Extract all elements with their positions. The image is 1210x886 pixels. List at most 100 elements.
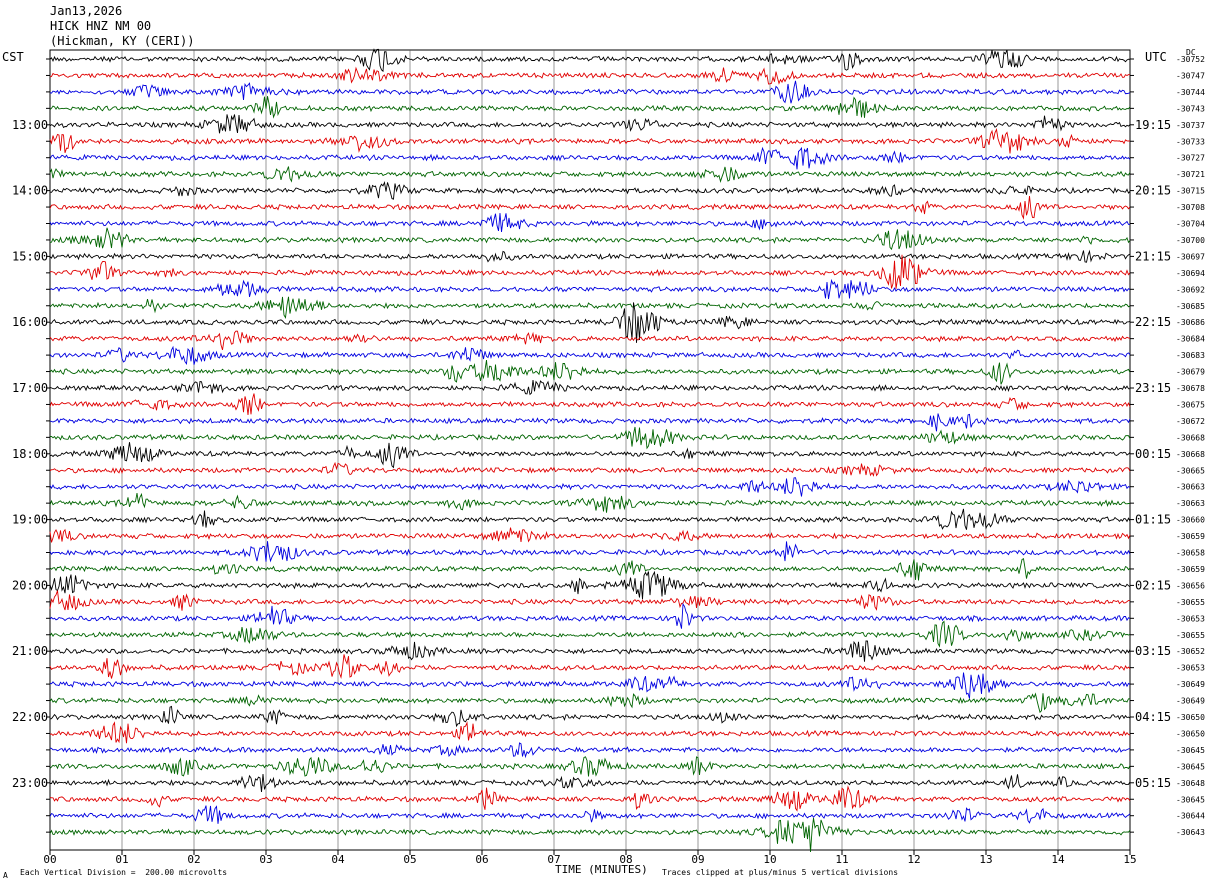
left-hour-label: 18:00 — [12, 447, 48, 461]
dc-offset-label: -30649 — [1176, 697, 1205, 706]
right-hour-label: 22:15 — [1135, 315, 1171, 329]
seismic-trace — [49, 602, 1131, 629]
seismic-trace — [49, 442, 1131, 469]
x-tick-label: 08 — [619, 853, 632, 866]
right-hour-label: 20:15 — [1135, 184, 1171, 198]
right-hour-label: 04:15 — [1135, 710, 1171, 724]
seismic-trace — [49, 742, 1131, 759]
dc-offset-label: -30656 — [1176, 581, 1205, 590]
seismic-trace — [49, 785, 1131, 812]
x-tick-label: 14 — [1051, 853, 1065, 866]
seismic-trace — [49, 492, 1130, 513]
seismic-trace — [49, 393, 1131, 415]
left-hour-label: 17:00 — [12, 381, 48, 395]
dc-offset-label: -30653 — [1176, 664, 1205, 673]
dc-offset-label: -30668 — [1176, 450, 1205, 459]
left-hour-label: 13:00 — [12, 118, 48, 132]
dc-offset-label: -30675 — [1176, 400, 1205, 409]
clip-note: Traces clipped at plus/minus 5 vertical … — [662, 868, 899, 877]
seismic-trace — [49, 413, 1131, 432]
seismic-trace — [49, 570, 1131, 600]
seismic-trace — [49, 330, 1131, 351]
dc-offset-label: -30663 — [1176, 499, 1205, 508]
right-hour-label: 01:15 — [1135, 513, 1171, 527]
dc-offset-label: -30660 — [1176, 516, 1205, 525]
seismic-trace — [49, 96, 1131, 119]
x-tick-label: 06 — [475, 853, 488, 866]
seismic-trace — [49, 640, 1131, 662]
seismic-trace — [49, 48, 1131, 73]
dc-offset-label: -30659 — [1176, 532, 1205, 541]
right-hour-label: 23:15 — [1135, 381, 1171, 395]
seismic-trace — [49, 477, 1131, 497]
date-label: Jan13,2026 — [50, 4, 123, 18]
seismic-trace — [49, 166, 1131, 184]
seismic-trace — [49, 508, 1131, 530]
right-hour-label: 03:15 — [1135, 644, 1171, 658]
seismic-trace — [49, 213, 1131, 233]
location-label: (Hickman, KY (CERI)) — [50, 34, 195, 48]
dc-offset-label: -30684 — [1176, 335, 1205, 344]
dc-offset-label: -30752 — [1176, 55, 1205, 64]
x-tick-label: 01 — [115, 853, 128, 866]
seismic-trace — [49, 805, 1131, 824]
seismic-trace — [49, 380, 1131, 396]
seismic-trace — [49, 127, 1131, 154]
dc-offset-label: -30658 — [1176, 549, 1205, 558]
right-hour-label: 00:15 — [1135, 447, 1171, 461]
dc-offset-label: -30653 — [1176, 614, 1205, 623]
seismic-trace — [49, 818, 1131, 853]
left-hour-label: 23:00 — [12, 776, 48, 790]
dc-offset-label: -30743 — [1176, 104, 1205, 113]
right-hour-label: 05:15 — [1135, 776, 1171, 790]
x-tick-label: 05 — [403, 853, 416, 866]
x-axis-label: TIME (MINUTES) — [555, 863, 648, 876]
seismic-trace — [49, 756, 1131, 777]
dc-offset-label: -30697 — [1176, 252, 1205, 261]
x-tick-label: 07 — [547, 853, 560, 866]
dc-offset-label: -30668 — [1176, 433, 1205, 442]
x-tick-label: 11 — [835, 853, 848, 866]
dc-offset-label: -30652 — [1176, 647, 1205, 656]
seismic-trace — [49, 80, 1131, 104]
dc-offset-label: -30644 — [1176, 812, 1205, 821]
dc-offset-label: -30744 — [1176, 88, 1205, 97]
dc-offset-label: -30645 — [1176, 762, 1205, 771]
dc-offset-label: -30645 — [1176, 795, 1205, 804]
left-hour-label: 22:00 — [12, 710, 48, 724]
seismic-trace — [49, 654, 1131, 680]
dc-offset-label: -30727 — [1176, 154, 1205, 163]
seismic-trace — [49, 774, 1131, 792]
seismic-trace — [49, 590, 1130, 611]
x-tick-label: 03 — [259, 853, 272, 866]
x-tick-label: 04 — [331, 853, 345, 866]
left-hour-label: 15:00 — [12, 249, 48, 263]
seismic-trace — [49, 254, 1131, 289]
dc-offset-label: -30683 — [1176, 351, 1205, 360]
seismic-trace — [49, 558, 1131, 581]
x-tick-label: 00 — [43, 853, 56, 866]
scale-note: Each Vertical Division = 200.00 microvol… — [20, 868, 228, 877]
x-tick-label: 13 — [979, 853, 992, 866]
dc-offset-label: -30650 — [1176, 729, 1205, 738]
x-tick-label: 10 — [763, 853, 776, 866]
dc-offset-label: -30663 — [1176, 483, 1205, 492]
seismic-trace — [49, 705, 1131, 728]
dc-offset-label: -30655 — [1176, 631, 1205, 640]
dc-offset-label: -30700 — [1176, 236, 1205, 245]
seismic-trace — [49, 541, 1131, 563]
seismic-trace — [49, 692, 1130, 714]
dc-offset-label: -30659 — [1176, 565, 1205, 574]
dc-label: DC — [1186, 48, 1196, 57]
x-tick-label: 15 — [1123, 853, 1136, 866]
seismic-trace — [49, 527, 1131, 543]
seismic-trace — [49, 278, 1131, 300]
dc-offset-label: -30737 — [1176, 121, 1205, 130]
seismic-trace — [49, 180, 1131, 200]
dc-offset-label: -30645 — [1176, 746, 1205, 755]
seismic-trace — [49, 296, 1131, 319]
dc-offset-label: -30679 — [1176, 368, 1205, 377]
seismic-trace — [49, 461, 1131, 477]
dc-offset-label: -30694 — [1176, 269, 1205, 278]
seismic-trace — [49, 721, 1131, 744]
